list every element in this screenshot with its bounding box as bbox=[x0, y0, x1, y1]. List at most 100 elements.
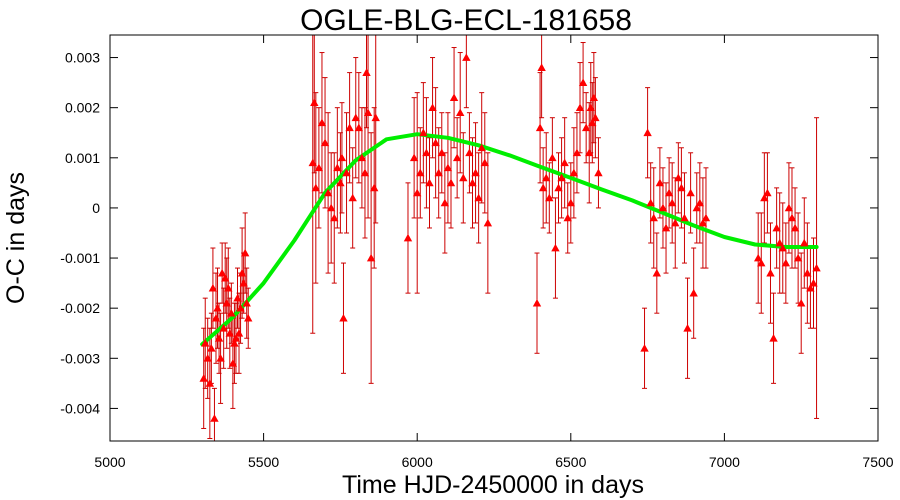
data-point bbox=[231, 334, 241, 342]
data-point bbox=[784, 203, 794, 212]
data-point bbox=[698, 218, 708, 227]
data-point bbox=[230, 339, 239, 347]
data-point bbox=[566, 198, 575, 207]
x-tick-label: 5500 bbox=[248, 454, 279, 470]
data-point bbox=[812, 263, 821, 272]
data-point bbox=[219, 324, 228, 332]
data-point bbox=[351, 113, 360, 122]
data-point bbox=[545, 193, 554, 202]
data-point bbox=[803, 268, 812, 277]
data-point bbox=[207, 344, 216, 352]
x-tick-label: 6500 bbox=[555, 454, 586, 470]
data-point bbox=[225, 329, 235, 337]
y-tick-label: 0 bbox=[92, 200, 100, 216]
fit-curve bbox=[200, 132, 819, 347]
data-point bbox=[434, 168, 443, 177]
data-point bbox=[345, 123, 354, 132]
data-point bbox=[671, 218, 680, 227]
data-point bbox=[586, 103, 595, 112]
x-tick-label: 5000 bbox=[94, 454, 125, 470]
data-point bbox=[419, 128, 428, 137]
data-point bbox=[661, 223, 671, 232]
data-point bbox=[336, 178, 345, 187]
data-point bbox=[468, 178, 477, 187]
data-point bbox=[535, 123, 545, 132]
data-point bbox=[308, 158, 317, 167]
data-point bbox=[320, 138, 330, 147]
y-tick-label: 0.001 bbox=[65, 150, 100, 166]
data-point bbox=[793, 253, 803, 262]
data-point bbox=[542, 173, 551, 182]
data-point bbox=[409, 153, 419, 162]
data-point bbox=[213, 303, 222, 312]
data-point bbox=[342, 168, 351, 177]
x-tick-label: 7000 bbox=[709, 454, 740, 470]
data-point bbox=[443, 163, 453, 172]
x-axis-label: Time HJD-2450000 in days bbox=[342, 471, 644, 499]
data-point bbox=[664, 188, 674, 197]
data-point bbox=[787, 213, 797, 222]
data-point bbox=[646, 198, 655, 207]
data-point bbox=[640, 344, 649, 352]
data-point bbox=[330, 213, 339, 222]
data-point bbox=[689, 288, 698, 297]
data-point bbox=[781, 258, 791, 267]
data-point bbox=[339, 313, 348, 322]
data-point bbox=[585, 148, 594, 157]
data-point bbox=[778, 243, 787, 252]
x-tick-label: 7500 bbox=[862, 454, 893, 470]
y-axis-label: O-C in days bbox=[2, 172, 30, 304]
data-point bbox=[459, 173, 468, 182]
data-point bbox=[314, 163, 324, 172]
y-tick-label: 0.003 bbox=[65, 50, 100, 66]
data-point bbox=[757, 258, 766, 267]
data-point bbox=[244, 313, 253, 322]
data-point bbox=[797, 298, 806, 307]
data-point bbox=[649, 213, 658, 222]
y-tick-label: -0.004 bbox=[60, 400, 100, 416]
data-point bbox=[474, 193, 483, 202]
data-point bbox=[203, 354, 212, 362]
data-point bbox=[766, 268, 775, 277]
data-point bbox=[591, 113, 600, 122]
data-point bbox=[655, 178, 665, 187]
data-point bbox=[360, 168, 370, 177]
data-point bbox=[456, 108, 465, 117]
data-point bbox=[683, 324, 692, 332]
data-point bbox=[242, 298, 251, 307]
data-point bbox=[323, 188, 333, 197]
data-point bbox=[769, 334, 778, 342]
data-point bbox=[800, 238, 809, 247]
data-point bbox=[643, 128, 652, 137]
data-point bbox=[239, 278, 248, 287]
data-point bbox=[572, 148, 582, 157]
data-point bbox=[240, 248, 250, 257]
data-point bbox=[701, 213, 711, 222]
data-point bbox=[227, 308, 236, 317]
data-point bbox=[326, 203, 336, 212]
data-point bbox=[674, 173, 683, 182]
data-point bbox=[578, 78, 588, 86]
data-point bbox=[557, 173, 566, 182]
plot-marks bbox=[199, 34, 821, 442]
data-point bbox=[337, 153, 347, 162]
data-point bbox=[753, 253, 763, 262]
data-point bbox=[348, 193, 357, 202]
data-point bbox=[222, 298, 231, 307]
data-point bbox=[416, 168, 425, 177]
chart-title: OGLE-BLG-ECL-181658 bbox=[300, 4, 632, 37]
x-tick-label: 6000 bbox=[402, 454, 433, 470]
data-point bbox=[217, 268, 227, 277]
data-point bbox=[440, 198, 450, 207]
data-point bbox=[205, 379, 215, 387]
data-point bbox=[532, 298, 542, 307]
y-tick-label: 0.002 bbox=[65, 100, 100, 116]
data-point bbox=[446, 178, 456, 187]
data-point bbox=[425, 178, 434, 187]
data-point bbox=[589, 93, 599, 102]
data-point bbox=[686, 188, 695, 197]
data-point bbox=[692, 203, 701, 212]
data-point bbox=[652, 268, 662, 277]
data-point bbox=[210, 414, 219, 422]
